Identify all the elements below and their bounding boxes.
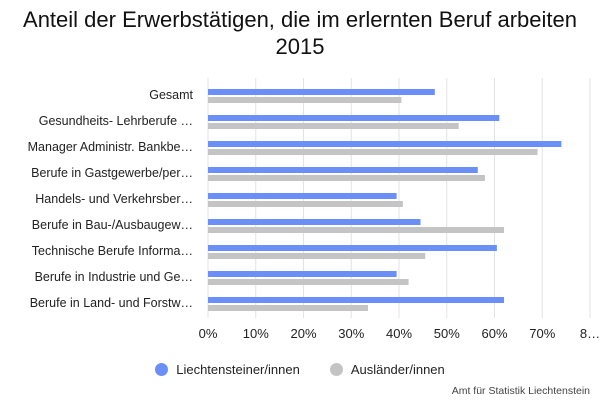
- x-tick-label: 20%: [290, 326, 316, 341]
- bar-auslaender[interactable]: [208, 175, 485, 181]
- legend: Liechtensteiner/innen Ausländer/innen: [0, 362, 600, 377]
- x-axis-ticks: 0% 10% 20% 30% 40% 50% 60% 70% 8…: [199, 326, 600, 341]
- bar-auslaender[interactable]: [208, 305, 368, 311]
- category-label: Berufe in Bau-/Ausbaugew…: [32, 218, 193, 232]
- category-labels: Gesamt Gesundheits- Lehrberufe … Manager A…: [28, 88, 194, 310]
- category-label: Berufe in Industrie und Ge…: [35, 270, 193, 284]
- x-tick-label: 30%: [338, 326, 364, 341]
- bar-liechtensteiner[interactable]: [208, 141, 562, 147]
- bar-liechtensteiner[interactable]: [208, 245, 497, 251]
- bar-liechtensteiner[interactable]: [208, 297, 505, 303]
- bar-auslaender[interactable]: [208, 97, 402, 103]
- bar-liechtensteiner[interactable]: [208, 271, 397, 277]
- x-tick-label: 40%: [386, 326, 412, 341]
- legend-item-liechtensteiner[interactable]: Liechtensteiner/innen: [155, 362, 300, 377]
- bar-auslaender[interactable]: [208, 227, 505, 233]
- legend-label-liechtensteiner: Liechtensteiner/innen: [176, 362, 300, 377]
- bars: [208, 89, 562, 311]
- x-tick-label: 50%: [434, 326, 460, 341]
- bar-auslaender[interactable]: [208, 279, 409, 285]
- bar-auslaender[interactable]: [208, 149, 538, 155]
- bar-liechtensteiner[interactable]: [208, 193, 397, 199]
- bar-liechtensteiner[interactable]: [208, 89, 435, 95]
- category-label: Gesamt: [149, 88, 193, 102]
- category-label: Handels- und Verkehrsber…: [35, 192, 193, 206]
- category-label: Gesundheits- Lehrberufe …: [39, 114, 193, 128]
- x-tick-label: 8…: [580, 326, 600, 341]
- legend-swatch-liechtensteiner: [155, 363, 169, 376]
- x-tick-label: 10%: [243, 326, 269, 341]
- category-label: Berufe in Land- und Forstw…: [30, 296, 193, 310]
- bar-liechtensteiner[interactable]: [208, 219, 421, 225]
- x-tick-label: 70%: [529, 326, 555, 341]
- chart-title: Anteil der Erwerbstätigen, die im erlern…: [23, 7, 577, 59]
- source-credit: Amt für Statistik Liechtenstein: [451, 385, 590, 397]
- legend-label-auslaender: Ausländer/innen: [350, 362, 445, 377]
- bar-auslaender[interactable]: [208, 201, 403, 207]
- bar-liechtensteiner[interactable]: [208, 115, 500, 121]
- bar-auslaender[interactable]: [208, 123, 459, 129]
- bar-liechtensteiner[interactable]: [208, 167, 478, 173]
- x-tick-label: 0%: [199, 326, 218, 341]
- legend-item-auslaender[interactable]: Ausländer/innen: [329, 362, 445, 377]
- category-label: Berufe in Gastgewerbe/per…: [31, 166, 193, 180]
- category-label: Manager Administr. Bankbe…: [28, 140, 193, 154]
- bar-auslaender[interactable]: [208, 253, 426, 259]
- category-label: Technische Berufe Informa…: [32, 244, 193, 258]
- x-tick-label: 60%: [481, 326, 507, 341]
- legend-swatch-auslaender: [329, 363, 343, 376]
